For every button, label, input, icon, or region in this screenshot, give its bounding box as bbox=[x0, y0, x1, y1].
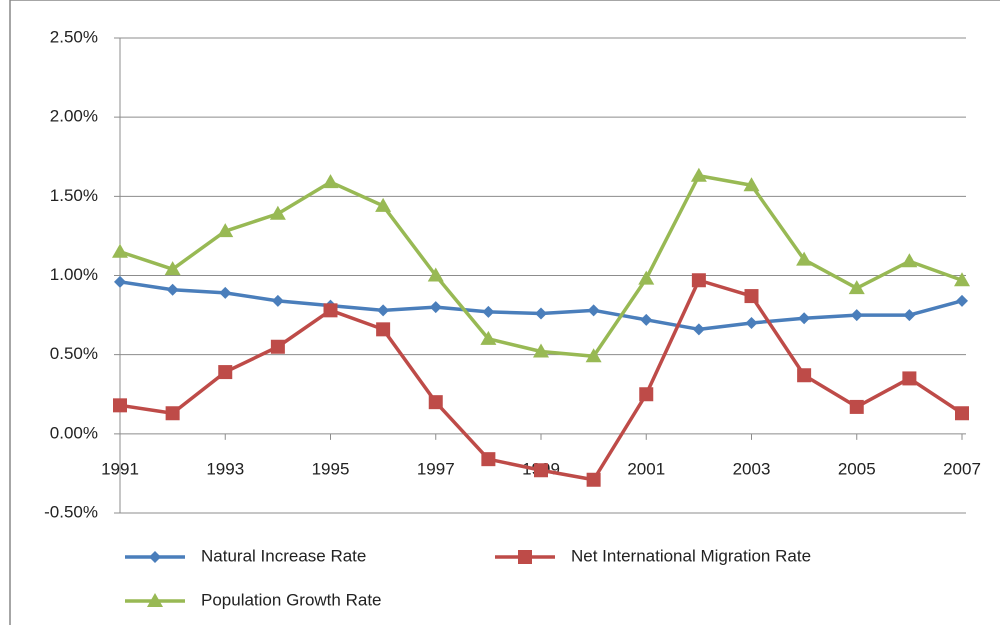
point-marker bbox=[218, 365, 233, 380]
x-tick-label: 2001 bbox=[627, 459, 665, 478]
point-marker bbox=[848, 280, 865, 295]
point-marker bbox=[164, 261, 181, 276]
point-marker bbox=[690, 167, 707, 182]
point-marker bbox=[640, 313, 653, 326]
y-tick-label: 1.00% bbox=[50, 265, 98, 284]
point-marker bbox=[901, 253, 918, 268]
point-marker bbox=[269, 205, 286, 220]
x-tick-label: 1997 bbox=[417, 459, 455, 478]
point-marker bbox=[535, 307, 547, 320]
point-marker bbox=[165, 406, 180, 421]
point-marker bbox=[166, 283, 179, 296]
point-marker bbox=[322, 174, 339, 189]
point-marker bbox=[375, 197, 392, 212]
point-marker bbox=[323, 303, 338, 318]
point-marker bbox=[376, 322, 391, 337]
point-marker bbox=[902, 371, 917, 386]
point-marker bbox=[796, 251, 813, 266]
point-marker bbox=[587, 304, 600, 317]
point-marker bbox=[849, 399, 864, 414]
y-tick-label: 0.50% bbox=[50, 344, 98, 363]
point-marker bbox=[534, 463, 548, 478]
x-tick-label: 2007 bbox=[943, 459, 981, 478]
point-marker bbox=[691, 273, 706, 288]
point-marker bbox=[217, 223, 234, 238]
point-marker bbox=[692, 323, 705, 336]
legend-label: Natural Increase Rate bbox=[201, 546, 366, 565]
point-marker bbox=[219, 286, 232, 299]
point-marker bbox=[429, 301, 442, 314]
point-marker bbox=[903, 309, 916, 322]
legend-marker bbox=[518, 550, 532, 564]
point-marker bbox=[114, 275, 126, 288]
point-marker bbox=[428, 395, 443, 410]
y-tick-label: 2.00% bbox=[50, 107, 98, 126]
point-marker bbox=[113, 398, 127, 413]
point-marker bbox=[481, 452, 496, 467]
point-marker bbox=[377, 304, 390, 317]
point-marker bbox=[797, 368, 812, 383]
point-marker bbox=[745, 317, 758, 329]
point-marker bbox=[798, 312, 811, 325]
series bbox=[114, 275, 968, 336]
point-marker bbox=[585, 348, 602, 363]
y-tick-label: 0.00% bbox=[50, 423, 98, 442]
x-tick-label: 1995 bbox=[312, 459, 350, 478]
point-marker bbox=[270, 339, 285, 354]
series bbox=[113, 273, 969, 487]
y-tick-label: 1.50% bbox=[50, 186, 98, 205]
x-tick-label: 1991 bbox=[101, 459, 139, 478]
series bbox=[112, 167, 970, 363]
point-marker bbox=[954, 272, 970, 287]
point-marker bbox=[427, 267, 444, 282]
point-marker bbox=[638, 270, 655, 285]
y-tick-label: 2.50% bbox=[50, 27, 98, 46]
point-marker bbox=[482, 305, 495, 318]
x-tick-label: 2003 bbox=[733, 459, 771, 478]
point-marker bbox=[480, 330, 497, 345]
legend-marker bbox=[149, 551, 161, 563]
x-tick-label: 2005 bbox=[838, 459, 876, 478]
legend-label: Net International Migration Rate bbox=[571, 546, 811, 565]
point-marker bbox=[639, 387, 654, 402]
point-marker bbox=[850, 309, 863, 322]
point-marker bbox=[956, 294, 968, 307]
point-marker bbox=[955, 406, 969, 421]
x-tick-label: 1993 bbox=[206, 459, 244, 478]
legend-marker bbox=[147, 593, 163, 607]
point-marker bbox=[586, 472, 601, 487]
y-tick-label: -0.50% bbox=[44, 502, 98, 521]
legend-label: Population Growth Rate bbox=[201, 590, 382, 609]
point-marker bbox=[743, 177, 760, 192]
point-marker bbox=[271, 294, 284, 307]
point-marker bbox=[744, 289, 759, 304]
point-marker bbox=[112, 243, 128, 258]
point-marker bbox=[533, 343, 549, 358]
